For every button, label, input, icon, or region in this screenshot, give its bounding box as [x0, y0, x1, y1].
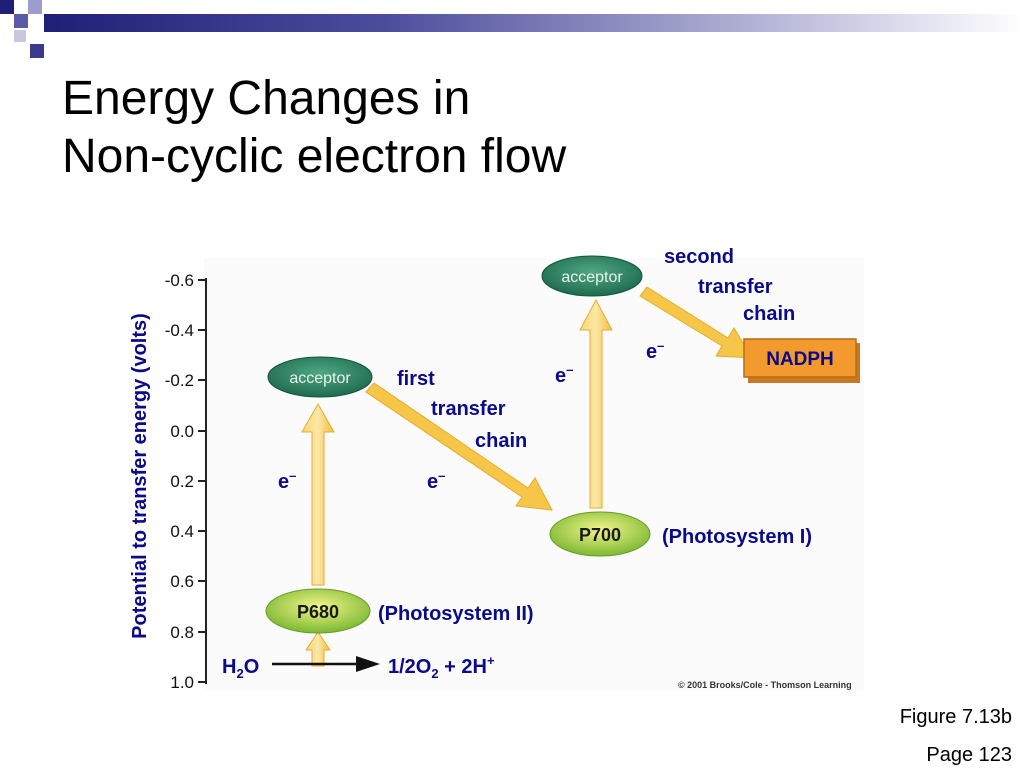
slide-title-line-1: Energy Changes in	[62, 72, 471, 125]
y-axis-label: Potential to transfer energy (volts)	[129, 313, 151, 639]
corner-decoration-square	[28, 0, 42, 14]
y-axis-tick-labels: -0.6 -0.4 -0.2 0.0 0.2 0.4 0.6 0.8 1.0	[165, 271, 194, 692]
electron-label: e–	[555, 362, 573, 387]
products-label: 1/2O2 + 2H+	[388, 653, 495, 681]
corner-decoration-square	[14, 30, 26, 42]
second-chain-label-line-1: second	[664, 246, 734, 268]
y-tick-label: -0.6	[165, 271, 194, 290]
y-tick-label: 0.2	[170, 472, 194, 491]
corner-decoration-square	[0, 0, 14, 14]
electron-label: e–	[646, 338, 664, 363]
corner-decoration-square	[30, 44, 44, 58]
first-transfer-chain-arrow	[365, 382, 553, 511]
water-splitting-arrow-head	[356, 656, 380, 672]
y-tick-label: 0.4	[170, 522, 194, 541]
p680-node: P680	[265, 588, 371, 634]
copyright-label: © 2001 Brooks/Cole - Thomson Learning	[678, 680, 852, 690]
second-transfer-chain-arrow	[639, 286, 753, 359]
y-tick-label: 1.0	[170, 673, 194, 692]
acceptor-1-node: acceptor	[267, 356, 373, 398]
y-tick-label: -0.2	[165, 371, 194, 390]
y-tick-label: 0.6	[170, 572, 194, 591]
figure-reference: Figure 7.13b	[899, 706, 1012, 728]
page-reference: Page 123	[926, 744, 1012, 766]
energy-arrows	[272, 286, 753, 672]
excitation-arrow-ps2	[301, 402, 335, 586]
p700-node: P700	[549, 511, 651, 557]
slide-title: Energy Changes in Non-cyclic electron fl…	[62, 70, 566, 186]
y-tick-label: -0.4	[165, 321, 194, 340]
acceptor-2-node: acceptor	[541, 255, 643, 297]
slide-title-line-2: Non-cyclic electron flow	[62, 130, 567, 183]
electron-label: e–	[278, 468, 296, 493]
diagram-labels: (Photosystem II) (Photosystem I) first t…	[222, 246, 852, 690]
second-chain-label-line-2: transfer	[698, 276, 773, 298]
first-chain-label-line-3: chain	[475, 430, 527, 452]
photosystem-i-label: (Photosystem I)	[662, 526, 812, 548]
corner-decoration-square	[14, 14, 28, 28]
acceptor-1-label: acceptor	[289, 370, 351, 387]
electron-label: e–	[427, 468, 445, 493]
water-arrow	[305, 631, 331, 667]
p700-label: P700	[579, 525, 621, 545]
photosystem-ii-label: (Photosystem II)	[378, 603, 534, 625]
nadph-label: NADPH	[766, 349, 834, 370]
p680-label: P680	[297, 602, 339, 622]
water-label: H2O	[222, 656, 259, 681]
y-tick-label: 0.8	[170, 623, 194, 642]
excitation-arrow-ps1	[579, 298, 613, 509]
first-chain-label-line-1: first	[397, 368, 435, 390]
acceptor-2-label: acceptor	[561, 269, 623, 286]
y-axis-ticks	[198, 279, 206, 683]
second-chain-label-line-3: chain	[743, 303, 795, 325]
y-tick-label: 0.0	[170, 422, 194, 441]
nadph-box: NADPH	[743, 338, 860, 383]
first-chain-label-line-2: transfer	[431, 398, 506, 420]
header-gradient-bar	[44, 14, 1024, 32]
